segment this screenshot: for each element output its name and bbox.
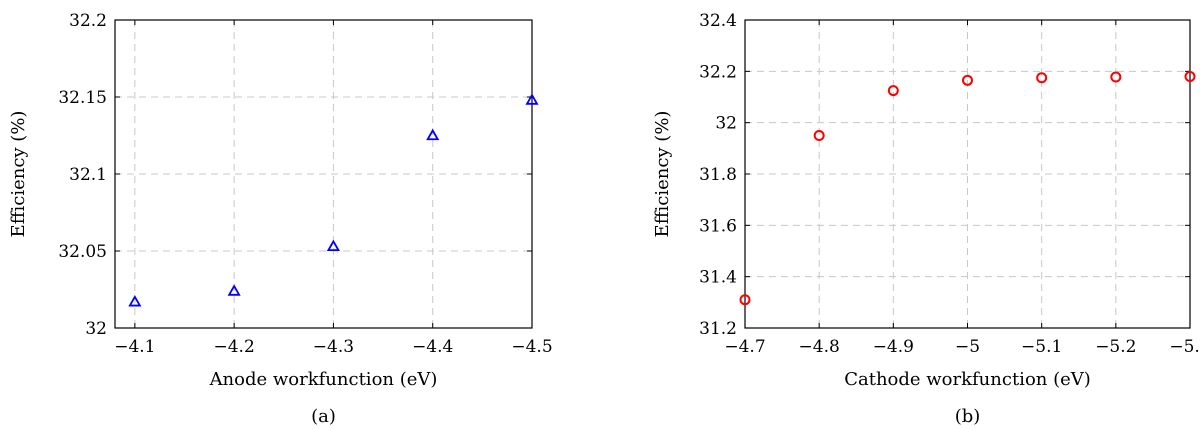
y-tick-label: 32.4 [699,11,737,31]
data-point [813,130,825,141]
x-tick-label: −4.1 [114,337,155,357]
x-axis-label: Cathode workfunction (eV) [844,369,1091,390]
data-point [1184,70,1196,82]
x-tick-label: −4.9 [873,337,914,357]
y-tick-label: 32.2 [69,11,107,31]
x-tick-label: −5.1 [1021,337,1062,357]
data-point [962,74,973,86]
y-tick-label: 32.15 [58,88,107,108]
chart-a: −4.1 −4.2 −4.3 −4.4 −4.5 32 32.05 32.1 32.15 32.2… [8,11,553,427]
x-tick-label: −4.3 [313,337,354,357]
y-axis-label: Efficiency (%) [8,111,29,238]
x-axis-label: Anode workfunction (eV) [209,369,438,390]
y-tick-label: 32.2 [699,62,737,82]
x-tick-label: −5.2 [1095,337,1136,357]
y-tick-label: 31.6 [699,216,737,236]
y-axis-label: Efficiency (%) [652,111,673,238]
figure-caption: (b) [955,406,981,427]
data-point [887,85,899,97]
data-point [1110,71,1122,83]
data-point [326,239,340,252]
x-tick-label: −5.3 [1169,337,1200,357]
data-point [525,93,539,105]
y-tick-label: 32.05 [58,242,107,262]
y-tick-label: 31.2 [699,319,737,339]
data-point [739,294,751,306]
data-point [426,128,440,141]
data-point [227,284,241,296]
figure-caption: (a) [311,406,336,427]
data-point [1036,72,1048,84]
x-tick-label: −4.2 [214,337,255,357]
chart-b: −4.7 −4.8 −4.9 −5 −5.1 −5.2 −5.3 31.2 31.4 31.6 31… [652,11,1200,427]
y-tick-label: 31.4 [699,268,737,288]
x-tick-label: −4.4 [412,337,453,357]
x-tick-label: −4.8 [799,337,840,357]
x-tick-label: −5 [955,337,980,357]
y-tick-label: 32 [85,319,107,339]
x-tick-label: −4.5 [511,337,552,357]
y-tick-label: 32.1 [69,165,107,185]
y-tick-label: 31.8 [699,165,737,185]
data-point [128,295,142,307]
x-tick-label: −4.7 [724,337,765,357]
y-tick-label: 32 [715,114,737,134]
